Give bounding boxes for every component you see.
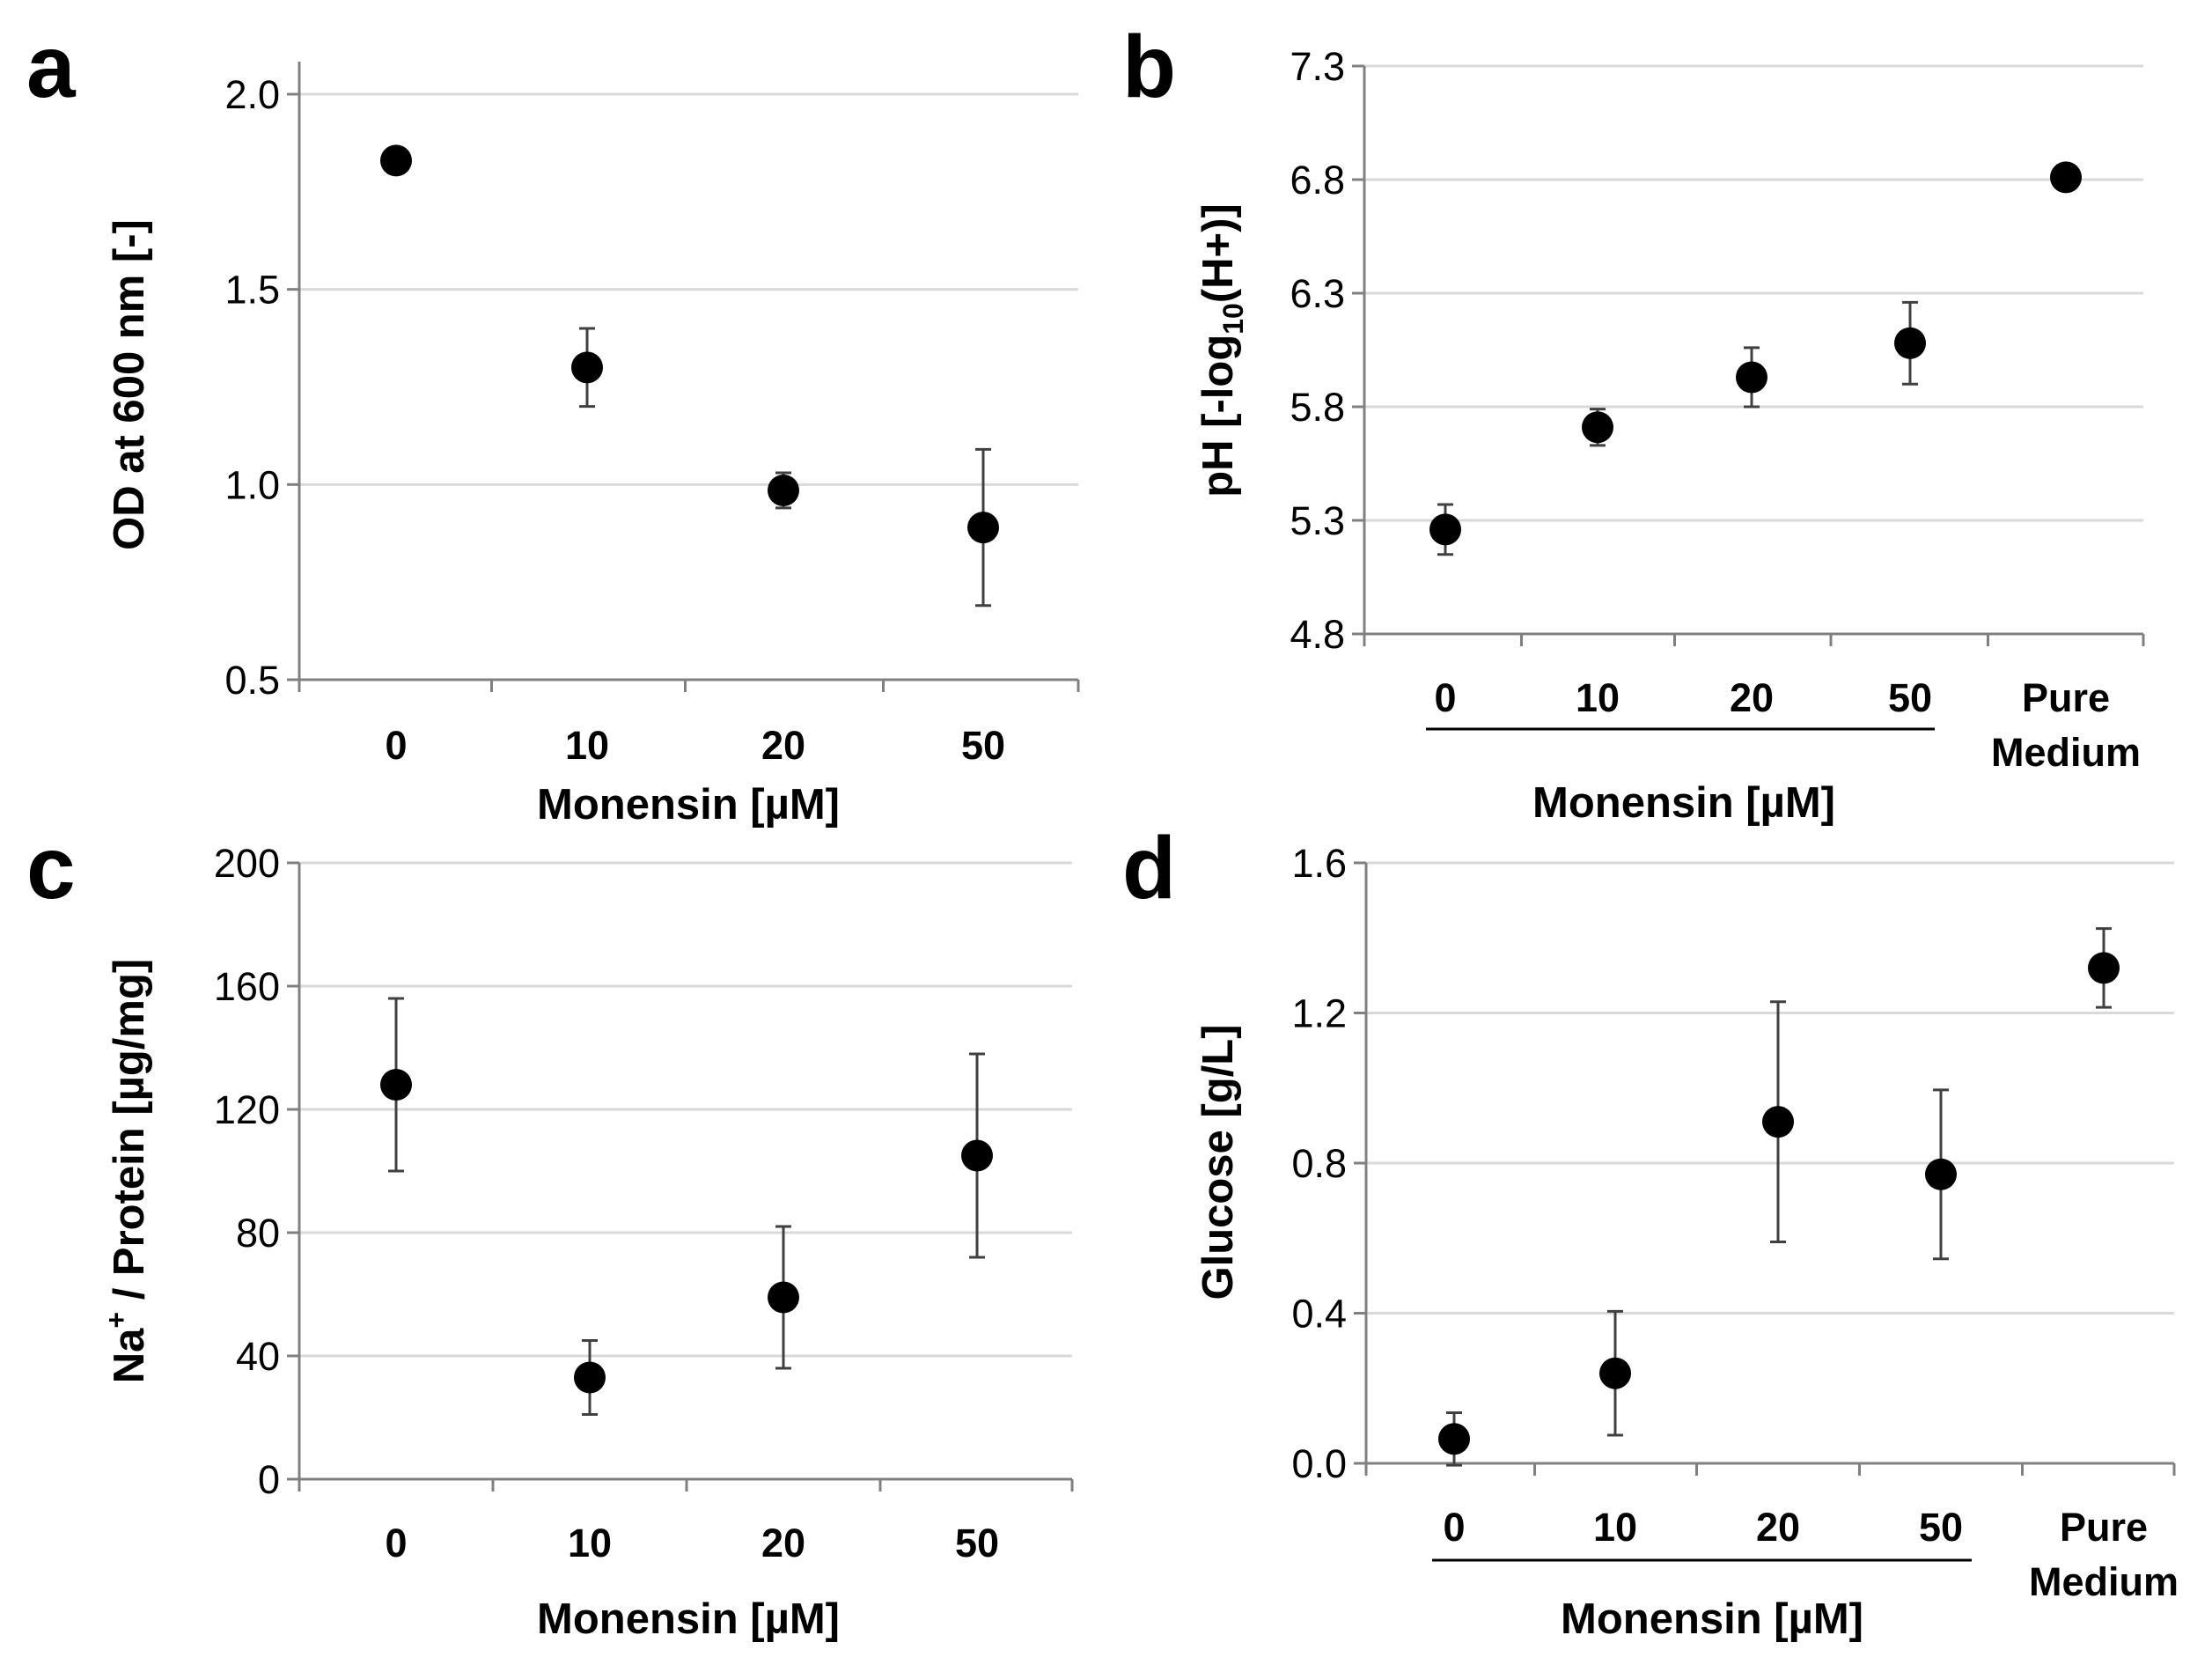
x-tick-label: 0 [1443,1505,1465,1550]
grid-lines [1364,64,2143,522]
y-tick-label: 0.4 [1291,1292,1347,1337]
y-tick-label: 6.8 [1290,158,1345,203]
x-tick-label: 50 [955,1521,999,1565]
x-tick-label: 50 [1919,1505,1963,1550]
grid-lines [299,92,1078,486]
y-tick-label: 0.5 [224,658,280,703]
x-tick-label: 0 [385,1521,407,1565]
panel-a: a 0.5 1.0 1.5 2.0 0 10 20 50 Monensin [µM] OD … [26,18,1080,829]
panel-letter: d [1122,819,1176,917]
panel-letter: b [1122,18,1176,116]
data-point [2050,161,2082,194]
svg-text:Na+ / Protein [µg/mg]: Na+ / Protein [µg/mg] [100,959,153,1384]
y-tick-label: 40 [236,1334,280,1379]
panel-d: d 0.0 0.4 0.8 1.2 1.6 0 10 20 50 Pure Medium Mone… [1122,819,2179,1643]
panel-c: c 0 40 80 120 160 200 0 10 20 50 Monensin [µM] N… [26,819,1074,1643]
y-tick-label: 5.8 [1290,385,1345,430]
y-axis-title: Glucose [g/L] [1194,1024,1242,1300]
x-tick-label: 20 [761,723,805,768]
x-tick-label: 10 [568,1521,612,1565]
data-point [961,1139,993,1172]
data-point [1438,1423,1470,1455]
data-point [1894,327,1926,359]
y-tick-label: 0.0 [1291,1441,1347,1486]
data-point [571,351,603,384]
y-tick-label: 0 [258,1457,280,1502]
data-point [1429,513,1461,546]
x-tick-label: 20 [1730,675,1774,720]
y-tick-label: 1.5 [224,268,280,313]
y-tick-label: 200 [214,841,280,886]
y-tick-label: 0.8 [1291,1141,1347,1186]
data-point [380,144,412,177]
y-tick-label: 7.3 [1290,44,1345,89]
x-tick-label: 20 [761,1521,805,1565]
data-point [1736,361,1767,394]
x-tick-label: 10 [565,723,609,768]
data-point [1582,411,1613,444]
y-tick-label: 1.2 [1291,991,1347,1036]
y-tick-label: 4.8 [1290,612,1345,657]
data-point [768,1281,799,1314]
y-axis-title: OD at 600 nm [-] [106,219,153,550]
data-point [967,512,999,544]
panel-letter: c [26,819,76,917]
panel-letter: a [26,18,77,116]
data-point [1925,1158,1957,1190]
y-tick-label: 1.6 [1291,841,1347,886]
x-tick-label: 10 [1576,675,1620,720]
data-point [574,1361,606,1394]
data-point [768,474,799,506]
x-axis-title: Monensin [µM] [1532,779,1835,827]
y-axis-title: pH [-log10(H+)] [1194,203,1249,497]
y-tick-label: 80 [236,1211,280,1256]
x-tick-label: Pure Medium [2029,1505,2179,1604]
data-point [380,1069,412,1101]
x-tick-label: 50 [961,723,1005,768]
y-tick-label: 160 [214,964,280,1009]
x-tick-label: 50 [1888,675,1932,720]
panel-b: b 4.8 5.3 5.8 6.3 6.8 7.3 0 10 20 50 Pure Medium M… [1122,18,2145,827]
x-axis-title: Monensin [µM] [537,1595,840,1643]
data-point [1599,1357,1631,1389]
x-axis-title: Monensin [µM] [1561,1595,1863,1643]
y-tick-label: 5.3 [1290,498,1345,543]
x-tick-label: Pure Medium [1991,675,2141,775]
x-tick-label: 0 [385,723,407,768]
x-tick-label: 10 [1593,1505,1637,1550]
data-point [1762,1106,1794,1138]
y-axis-title: Na+ / Protein [µg/mg] [100,959,153,1384]
x-tick-label: 20 [1756,1505,1800,1550]
x-axis-title: Monensin [µM] [537,781,840,829]
grid-lines [1366,861,2174,1315]
y-tick-label: 2.0 [224,72,280,117]
x-tick-label: 0 [1434,675,1456,720]
grid-lines [299,861,1072,1358]
y-tick-label: 6.3 [1290,271,1345,316]
y-tick-label: 1.0 [224,462,280,507]
data-point [2088,952,2120,984]
y-tick-label: 120 [214,1087,280,1132]
svg-text:pH [-log10(H+)]: pH [-log10(H+)] [1194,203,1249,497]
